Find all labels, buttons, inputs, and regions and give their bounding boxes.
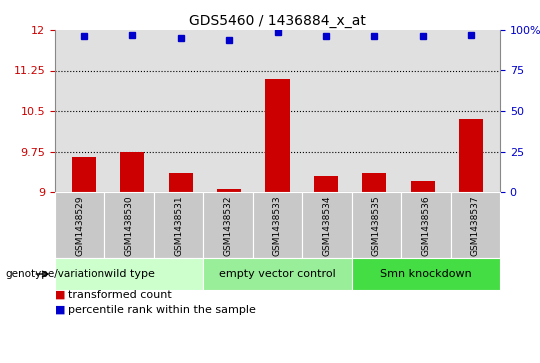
Bar bbox=[55, 192, 104, 258]
Bar bbox=[72, 157, 96, 192]
Bar bbox=[459, 119, 483, 192]
Bar bbox=[450, 192, 500, 258]
Text: transformed count: transformed count bbox=[69, 290, 172, 300]
Bar bbox=[120, 151, 145, 192]
Bar bbox=[204, 192, 253, 258]
Bar bbox=[217, 189, 241, 192]
Text: GSM1438537: GSM1438537 bbox=[471, 195, 480, 256]
Bar bbox=[410, 181, 435, 192]
Bar bbox=[104, 192, 154, 258]
Text: GSM1438532: GSM1438532 bbox=[224, 195, 233, 256]
Text: empty vector control: empty vector control bbox=[219, 269, 336, 279]
Text: ■: ■ bbox=[55, 290, 69, 300]
Bar bbox=[314, 176, 338, 192]
Title: GDS5460 / 1436884_x_at: GDS5460 / 1436884_x_at bbox=[189, 13, 366, 28]
Bar bbox=[265, 79, 289, 192]
Bar bbox=[253, 192, 302, 258]
Bar bbox=[362, 173, 386, 192]
Text: GSM1438535: GSM1438535 bbox=[372, 195, 381, 256]
Text: GSM1438536: GSM1438536 bbox=[421, 195, 430, 256]
Bar bbox=[302, 192, 352, 258]
Bar bbox=[352, 192, 401, 258]
Text: GSM1438529: GSM1438529 bbox=[75, 195, 84, 256]
Text: GSM1438530: GSM1438530 bbox=[125, 195, 134, 256]
Bar bbox=[204, 258, 352, 290]
Text: ■: ■ bbox=[55, 305, 69, 314]
Text: GSM1438533: GSM1438533 bbox=[273, 195, 282, 256]
Bar bbox=[154, 192, 204, 258]
Bar bbox=[55, 258, 204, 290]
Text: Smn knockdown: Smn knockdown bbox=[380, 269, 472, 279]
Text: genotype/variation: genotype/variation bbox=[5, 269, 105, 279]
Text: percentile rank within the sample: percentile rank within the sample bbox=[69, 305, 256, 314]
Bar bbox=[352, 258, 500, 290]
Text: wild type: wild type bbox=[104, 269, 154, 279]
Bar bbox=[168, 173, 193, 192]
Text: GSM1438531: GSM1438531 bbox=[174, 195, 183, 256]
Text: GSM1438534: GSM1438534 bbox=[322, 195, 332, 256]
Bar bbox=[401, 192, 450, 258]
